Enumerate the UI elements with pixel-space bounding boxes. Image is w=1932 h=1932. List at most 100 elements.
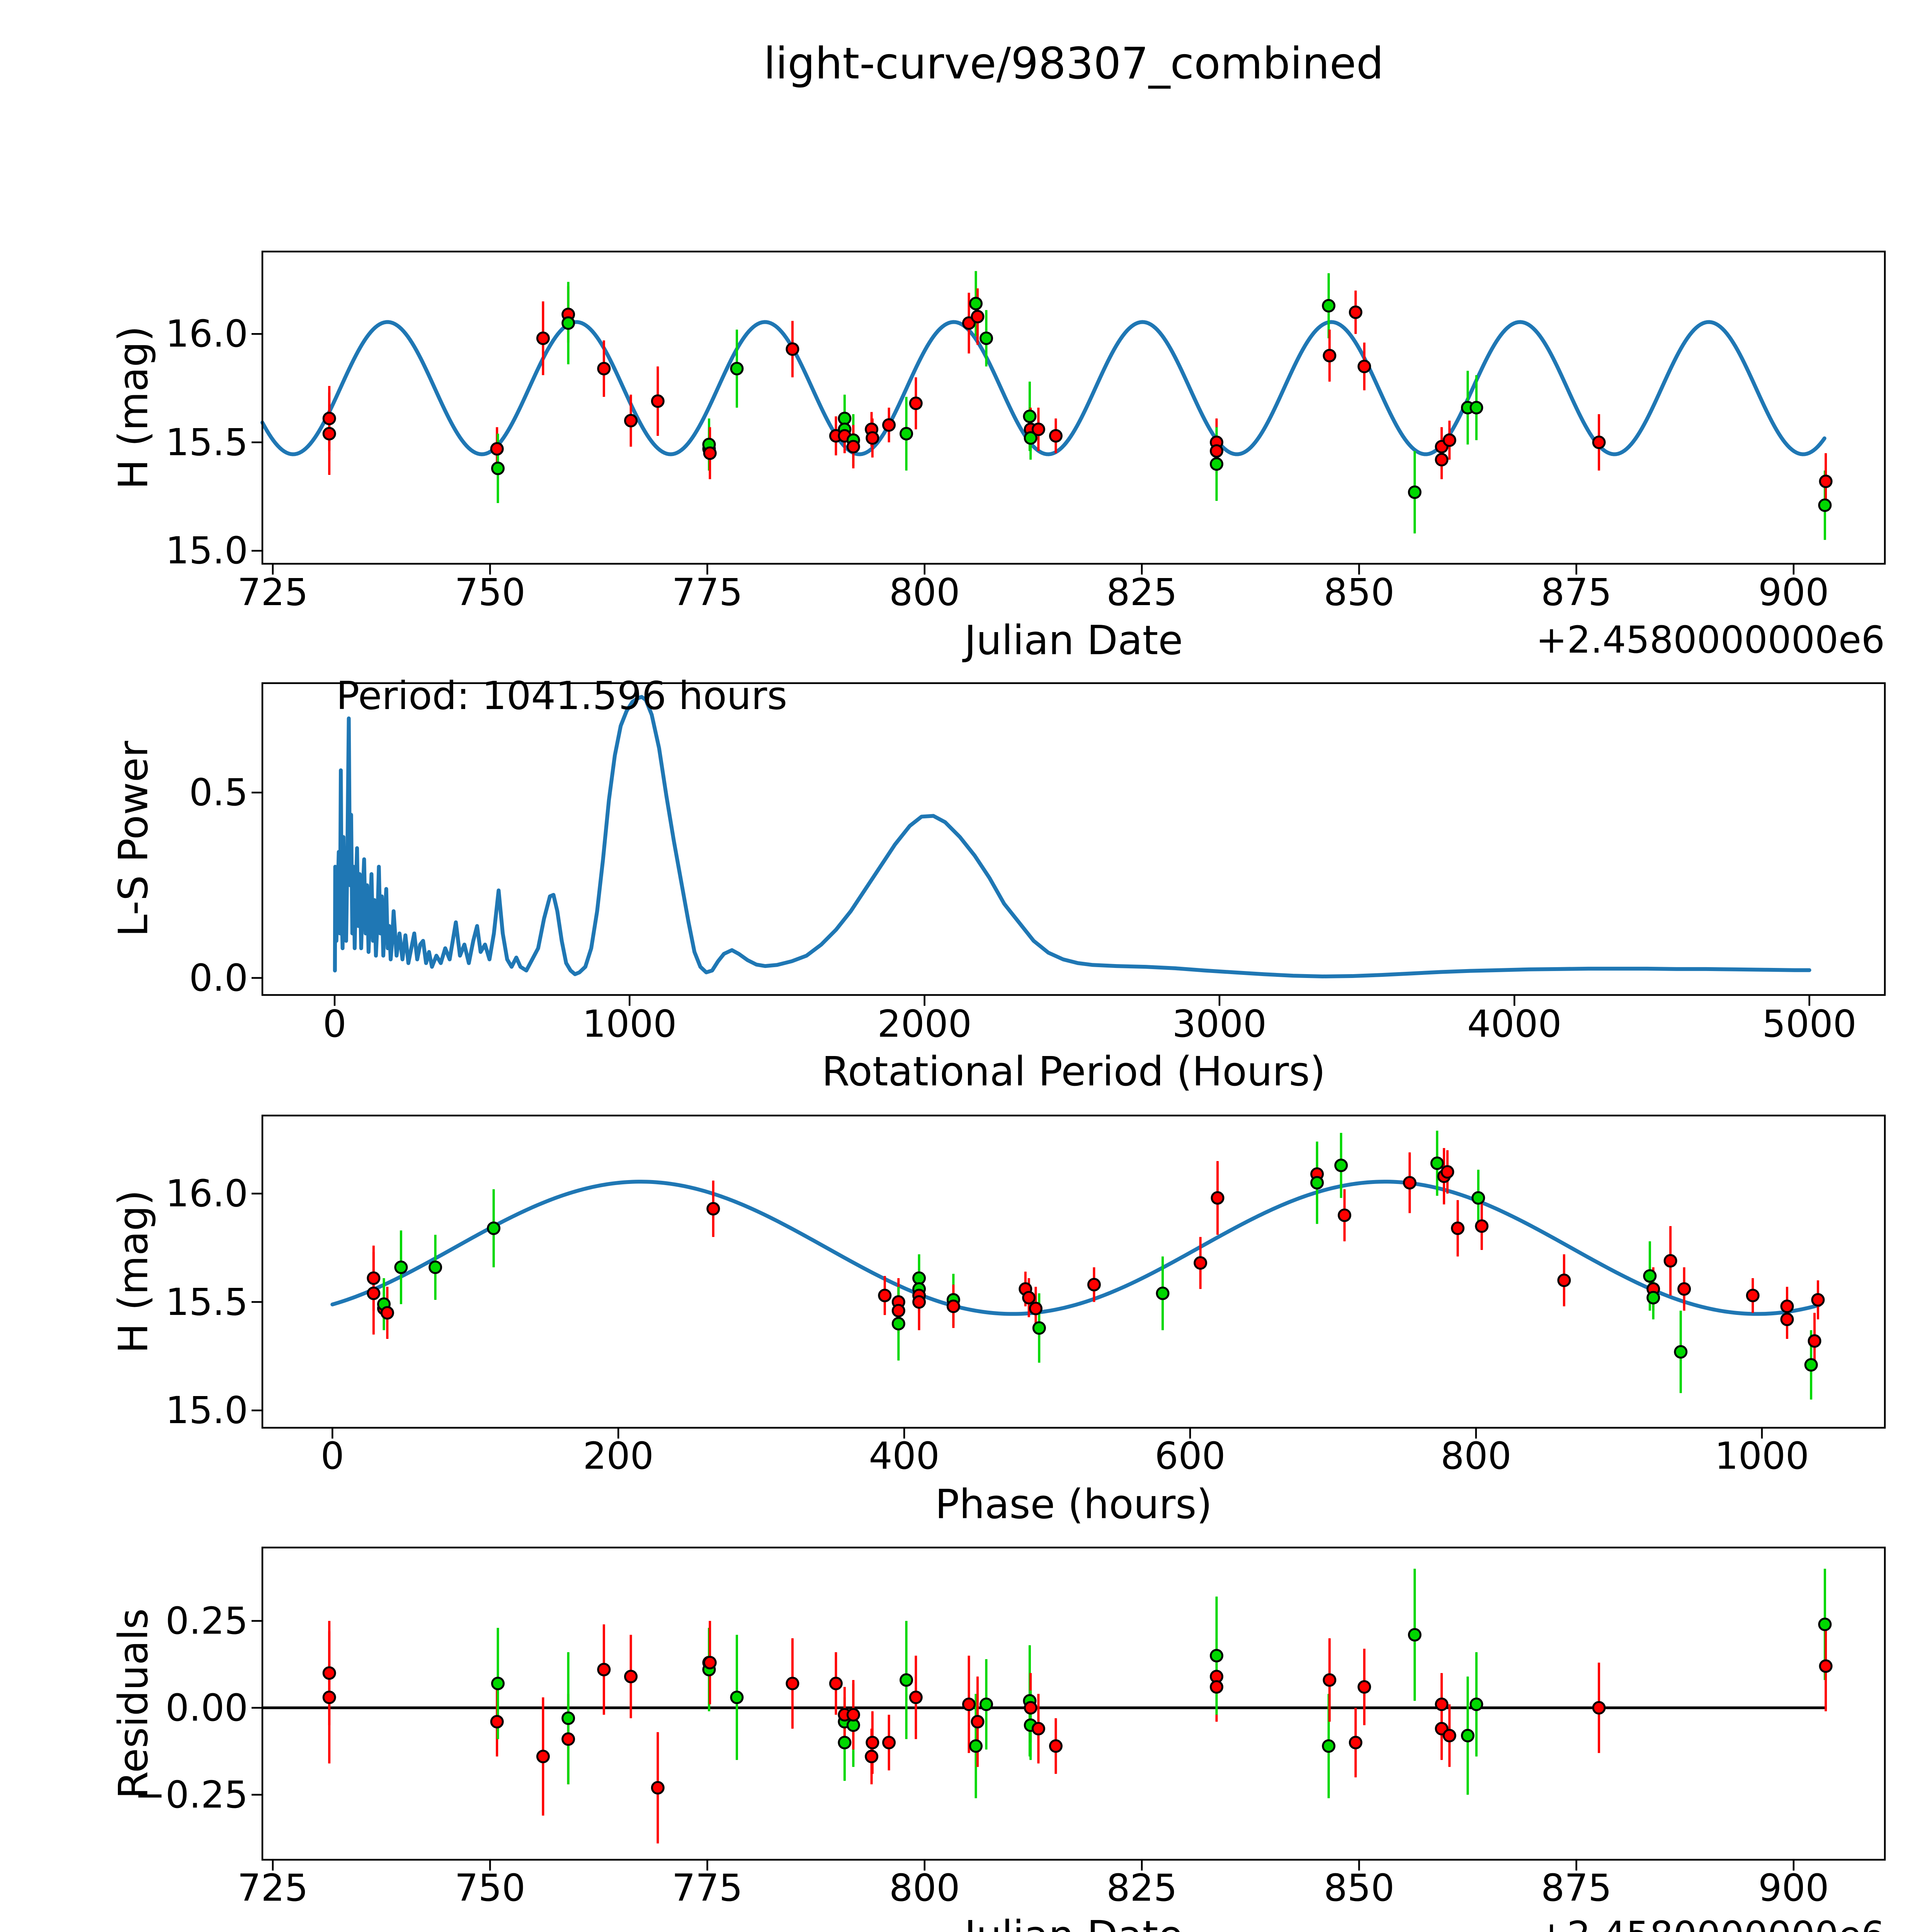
data-point-green (969, 1739, 983, 1753)
data-point-red (1049, 1739, 1063, 1753)
data-point-red (1475, 1219, 1489, 1233)
x-tick-label: 400 (869, 1434, 940, 1478)
axes-spines (261, 682, 1886, 996)
data-point-red (909, 396, 923, 410)
data-point-green (491, 1677, 505, 1690)
data-point-red (536, 1750, 550, 1764)
data-point-red (1746, 1289, 1760, 1303)
x-tick-label: 825 (1106, 571, 1177, 614)
data-point-red (846, 440, 860, 454)
data-point-green (891, 1317, 905, 1331)
x-tick-label: 875 (1541, 571, 1612, 614)
data-point-red (882, 1736, 896, 1750)
data-point-red (1049, 429, 1063, 443)
data-point-green (1322, 299, 1336, 313)
data-point-green (838, 1736, 852, 1750)
data-point-red (866, 431, 879, 445)
p1-xlabel: Julian Date (964, 617, 1183, 664)
data-point-red (829, 1677, 843, 1690)
data-point-red (1031, 1722, 1045, 1736)
data-point-red (1087, 1278, 1101, 1292)
p3-xlabel: Phase (hours) (935, 1481, 1213, 1528)
panel-lightcurve-time (252, 250, 1886, 575)
data-point-green (1322, 1739, 1336, 1753)
p2-xlabel: Rotational Period (Hours) (821, 1048, 1326, 1095)
y-tick-label: 0.5 (189, 771, 248, 815)
data-point-red (322, 1690, 336, 1704)
periodogram-curve (333, 695, 1811, 979)
data-point-red (1022, 1291, 1036, 1304)
x-tick-label: 5000 (1762, 1002, 1857, 1046)
data-point-green (1804, 1358, 1818, 1372)
x-tick-label: 900 (1758, 1866, 1829, 1910)
data-point-green (1032, 1321, 1046, 1335)
x-tick-label: 775 (672, 1866, 743, 1910)
data-point-green (1643, 1269, 1657, 1283)
data-point-green (838, 412, 852, 425)
panel-periodogram (252, 682, 1886, 1006)
data-point-red (1451, 1221, 1465, 1235)
data-point-green (730, 362, 744, 376)
x-tick-label: 600 (1155, 1434, 1226, 1478)
p4-axis-offset-text: +2.4580000000e6 (1536, 1913, 1885, 1932)
data-point-red (971, 310, 985, 323)
x-tick-label: 0 (323, 1002, 347, 1046)
data-point-red (367, 1271, 381, 1285)
data-point-red (490, 442, 504, 456)
data-point-green (1209, 457, 1223, 471)
data-point-red (651, 394, 665, 408)
data-point-red (1780, 1299, 1794, 1313)
data-point-green (912, 1271, 926, 1285)
data-point-red (1209, 1680, 1223, 1694)
data-point-red (1442, 1729, 1456, 1743)
data-point-green (1471, 1191, 1485, 1205)
y-tick-label: 15.5 (165, 420, 248, 464)
data-point-green (1674, 1345, 1688, 1359)
data-point-red (703, 446, 717, 460)
p1-axis-offset-text: +2.4580000000e6 (1536, 618, 1885, 662)
data-point-red (322, 1666, 336, 1680)
data-point-green (979, 1697, 993, 1711)
data-point-red (1338, 1208, 1352, 1222)
data-point-red (912, 1295, 926, 1309)
x-tick-label: 725 (237, 571, 308, 614)
axes-spines (261, 250, 1886, 565)
data-point-red (882, 418, 896, 432)
data-point-red (1811, 1293, 1825, 1307)
data-point-red (786, 342, 799, 356)
data-point-green (1469, 401, 1483, 415)
data-point-red (536, 331, 550, 345)
data-point-red (367, 1286, 381, 1300)
x-tick-label: 850 (1323, 1866, 1395, 1910)
x-tick-label: 875 (1541, 1866, 1612, 1910)
x-tick-label: 800 (1440, 1434, 1512, 1478)
data-point-red (1592, 435, 1606, 449)
p3-ylabel: H (mag) (110, 1190, 157, 1354)
axes-spines (261, 1114, 1886, 1429)
data-point-red (1209, 444, 1223, 458)
figure-title: light-curve/98307_combined (764, 39, 1384, 89)
x-tick-label: 750 (454, 1866, 526, 1910)
data-point-green (1334, 1158, 1348, 1172)
data-point-red (703, 1656, 717, 1670)
y-tick-label: 16.0 (165, 312, 248, 356)
data-point-green (1408, 485, 1422, 499)
data-point-red (866, 1736, 879, 1750)
data-point-red (1024, 1701, 1037, 1715)
data-point-red (1031, 422, 1045, 436)
data-point-green (1024, 431, 1037, 445)
data-point-red (1403, 1176, 1417, 1190)
data-point-green (1646, 1291, 1660, 1304)
panel-residuals (252, 1546, 1886, 1871)
data-point-green (969, 297, 983, 311)
lightcurve_phased-curve (330, 1180, 1821, 1316)
data-point-red (624, 1670, 638, 1684)
p4-ylabel: Residuals (110, 1608, 157, 1799)
x-tick-label: 2000 (877, 1002, 972, 1046)
data-point-red (1349, 305, 1362, 319)
data-point-red (1357, 359, 1371, 373)
data-point-red (597, 362, 611, 376)
p1-ylabel: H (mag) (110, 326, 157, 490)
x-tick-label: 725 (237, 1866, 308, 1910)
